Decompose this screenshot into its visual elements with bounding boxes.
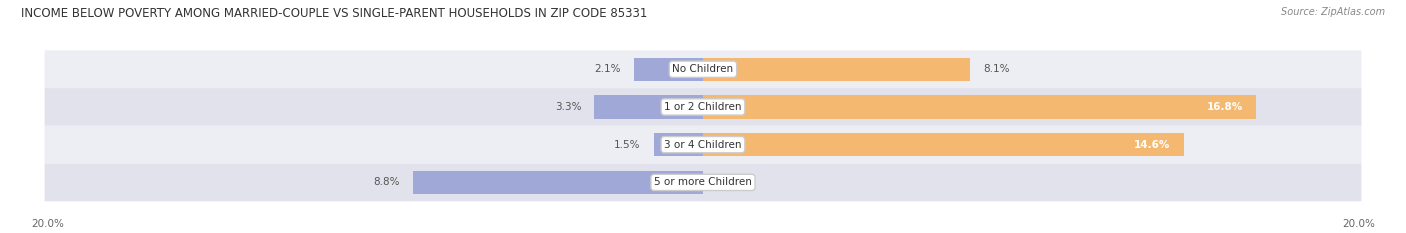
Text: 8.8%: 8.8% (374, 177, 401, 187)
Text: 3.3%: 3.3% (555, 102, 581, 112)
Text: 5 or more Children: 5 or more Children (654, 177, 752, 187)
Text: Source: ZipAtlas.com: Source: ZipAtlas.com (1281, 7, 1385, 17)
Text: 20.0%: 20.0% (1343, 219, 1375, 229)
Text: No Children: No Children (672, 64, 734, 74)
Text: 3 or 4 Children: 3 or 4 Children (664, 140, 742, 150)
FancyBboxPatch shape (45, 50, 1361, 88)
Bar (703, 58, 970, 81)
Text: 1.5%: 1.5% (614, 140, 641, 150)
Bar (703, 95, 1256, 119)
Bar (595, 95, 703, 119)
FancyBboxPatch shape (45, 126, 1361, 164)
FancyBboxPatch shape (45, 164, 1361, 201)
Text: 20.0%: 20.0% (31, 219, 63, 229)
Text: 0.0%: 0.0% (716, 177, 742, 187)
Bar (703, 133, 1184, 156)
Text: INCOME BELOW POVERTY AMONG MARRIED-COUPLE VS SINGLE-PARENT HOUSEHOLDS IN ZIP COD: INCOME BELOW POVERTY AMONG MARRIED-COUPL… (21, 7, 648, 20)
Bar (413, 171, 703, 194)
Text: 2.1%: 2.1% (595, 64, 620, 74)
Text: 1 or 2 Children: 1 or 2 Children (664, 102, 742, 112)
Bar (634, 58, 703, 81)
Text: 16.8%: 16.8% (1206, 102, 1243, 112)
Text: 14.6%: 14.6% (1135, 140, 1170, 150)
Text: 8.1%: 8.1% (983, 64, 1010, 74)
Bar (654, 133, 703, 156)
FancyBboxPatch shape (45, 88, 1361, 126)
